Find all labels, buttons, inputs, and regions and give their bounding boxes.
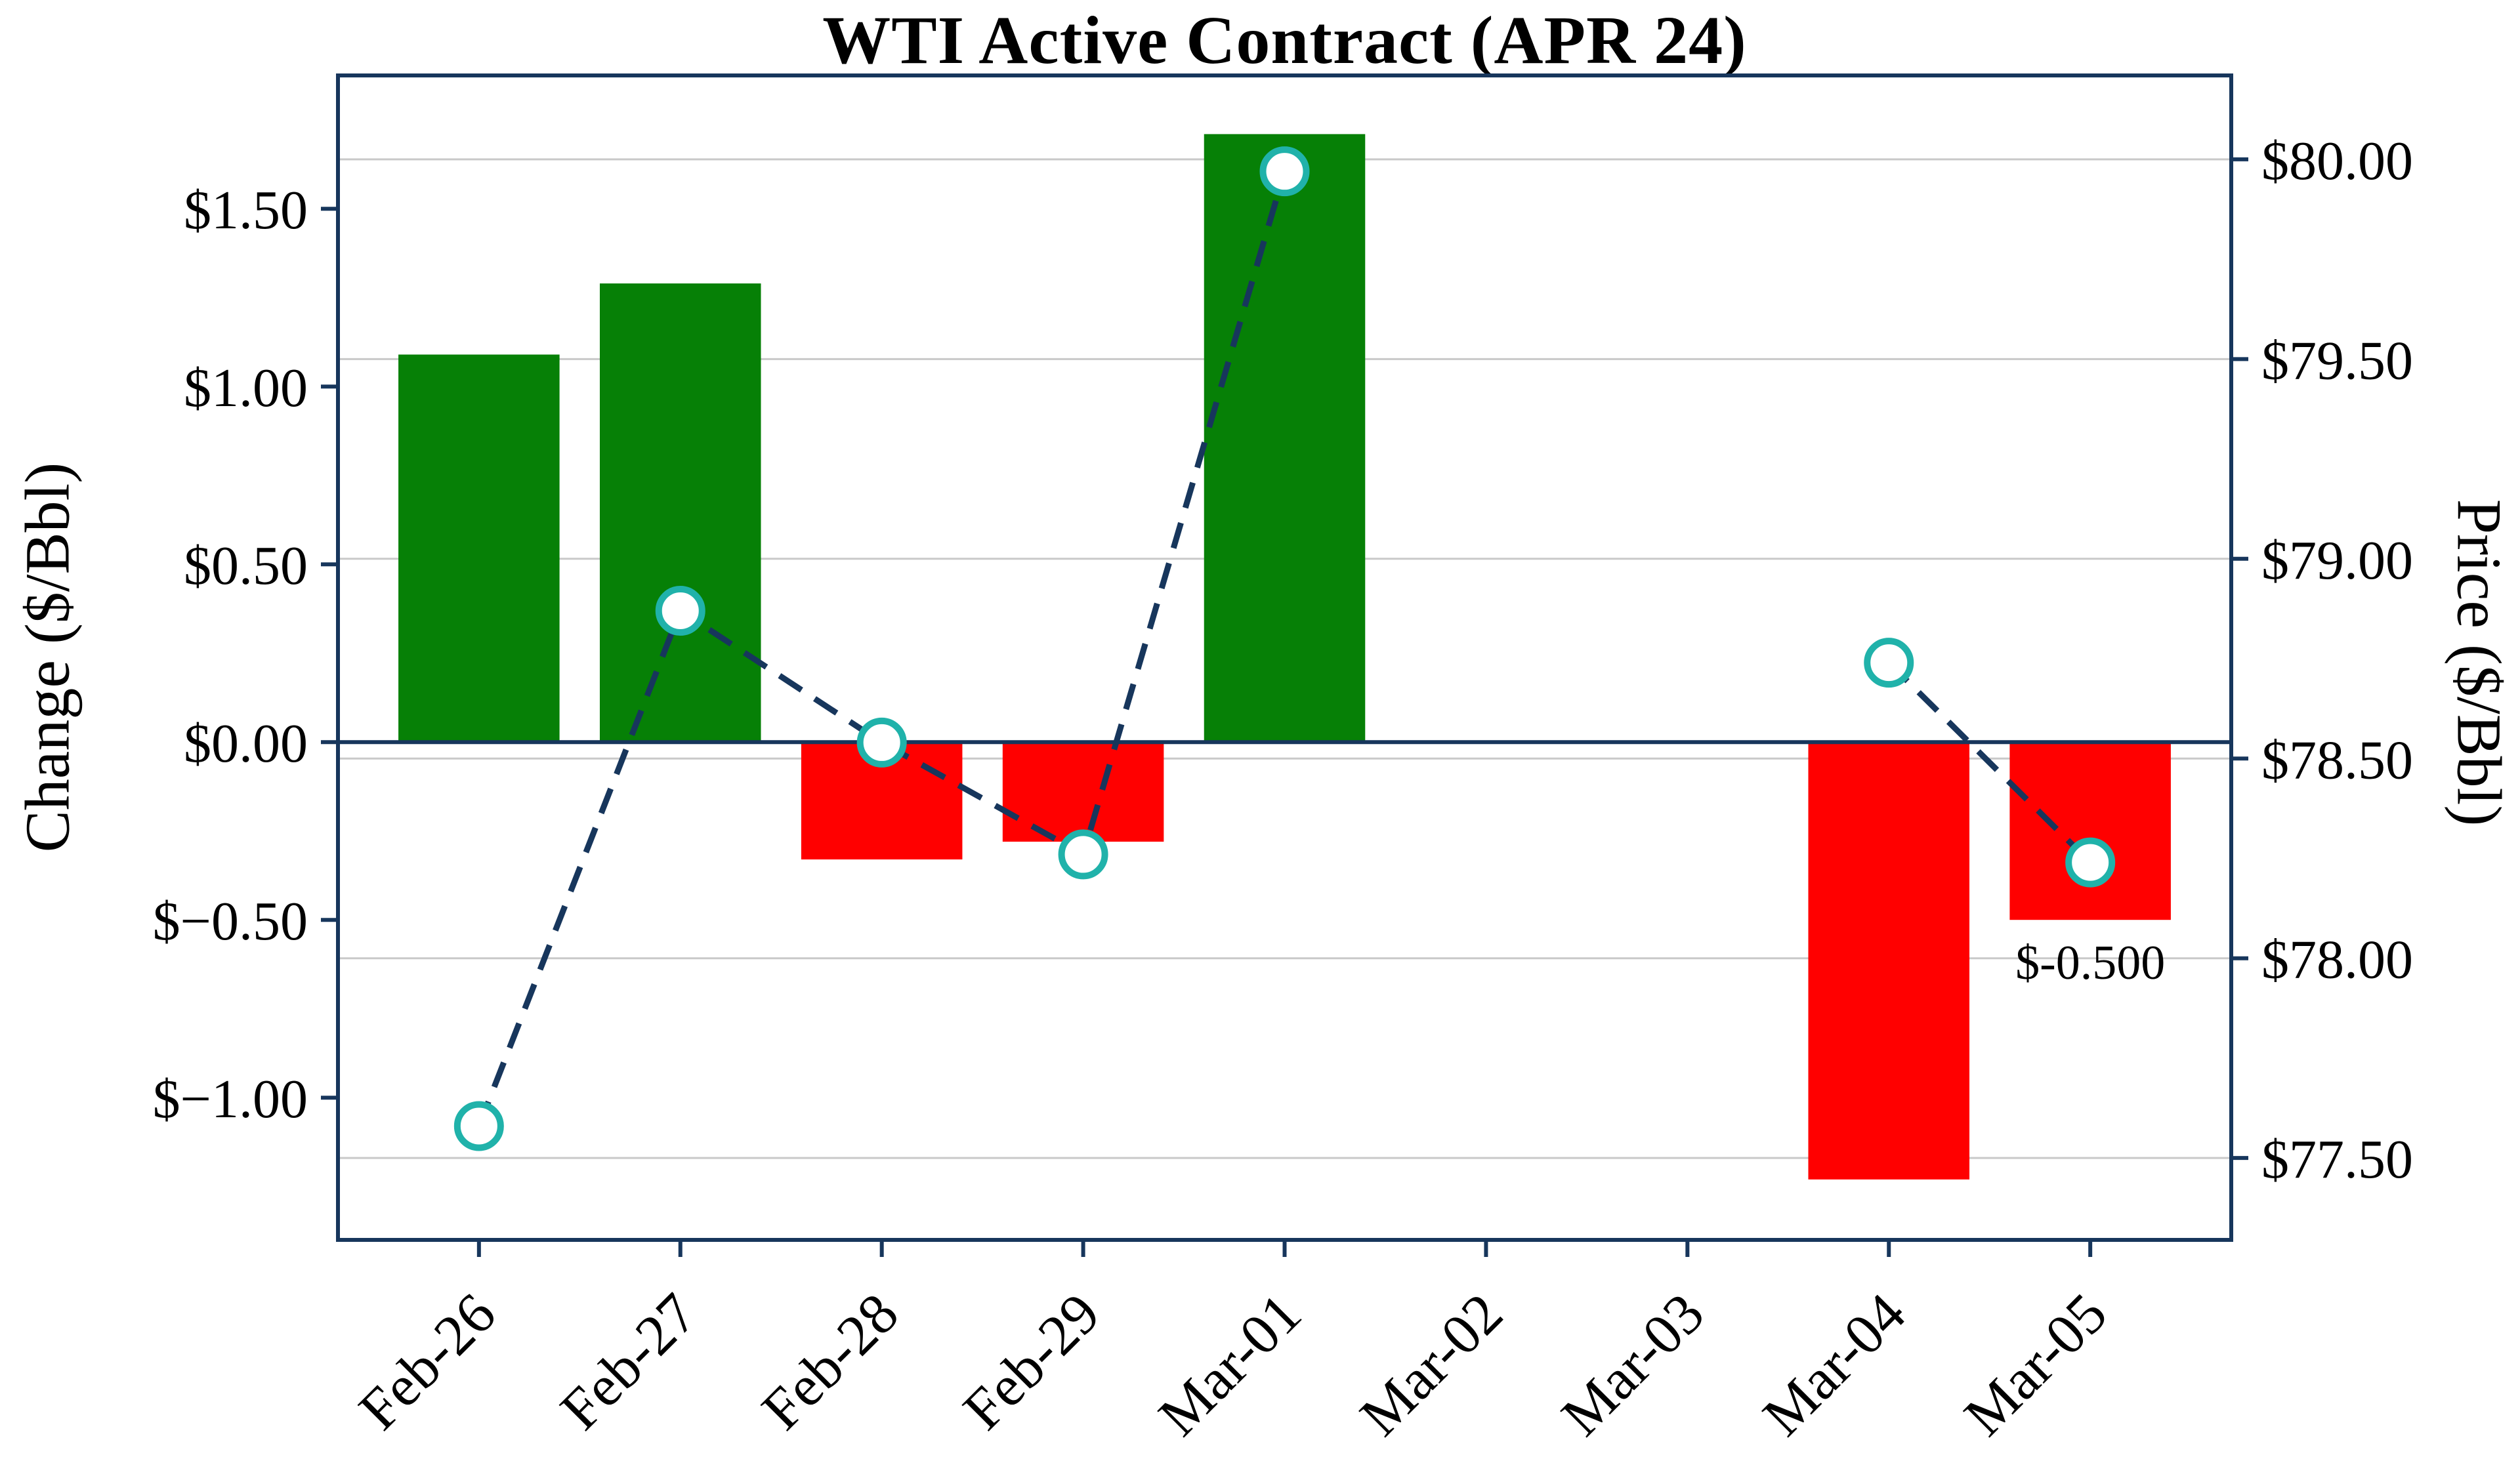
left-axis-tick-label: $−0.50 xyxy=(153,891,308,952)
price-marker-mar-01 xyxy=(1259,146,1310,197)
price-marker-feb-26 xyxy=(453,1101,504,1151)
change-bar-mar-01 xyxy=(1204,134,1366,743)
change-bar-mar-04 xyxy=(1808,742,1970,1180)
x-tick-label-mar-03: Mar-03 xyxy=(1550,1282,1717,1449)
right-axis-tick-label: $79.00 xyxy=(2261,530,2413,591)
price-line-segment xyxy=(476,170,1288,1128)
right-axis-tick-label: $78.00 xyxy=(2261,930,2413,991)
chart-title: WTI Active Contract (APR 24) xyxy=(822,3,1747,78)
change-bar-feb-29 xyxy=(1002,742,1164,842)
bar-value-annotation: $-0.500 xyxy=(2015,936,2165,990)
x-tick-label-feb-28: Feb-28 xyxy=(750,1282,911,1443)
price-marker-feb-28 xyxy=(856,717,907,768)
price-line-segment xyxy=(1887,660,2093,865)
left-axis-tick-label: $0.50 xyxy=(184,535,308,596)
right-axis-tick-label: $79.50 xyxy=(2261,330,2413,391)
left-axis-tick-label: $1.50 xyxy=(184,180,308,241)
price-marker-feb-29 xyxy=(1058,829,1108,880)
x-tick-label-mar-04: Mar-04 xyxy=(1751,1282,1918,1449)
right-axis-tick-label: $78.50 xyxy=(2261,730,2413,791)
change-bar-mar-05 xyxy=(2009,742,2171,920)
left-axis-tick-label: $1.00 xyxy=(184,358,308,419)
x-tick-label-mar-05: Mar-05 xyxy=(1952,1282,2119,1449)
change-bar-feb-26 xyxy=(398,354,560,743)
left-axis-tick-label: $−1.00 xyxy=(153,1069,308,1130)
x-tick-label-feb-29: Feb-29 xyxy=(952,1282,1112,1443)
price-marker-feb-27 xyxy=(655,585,705,636)
x-tick-label-mar-01: Mar-01 xyxy=(1147,1282,1314,1449)
x-tick-label-feb-27: Feb-27 xyxy=(549,1282,709,1443)
left-axis-tick-label: $0.00 xyxy=(184,713,308,774)
price-marker-mar-05 xyxy=(2065,837,2116,888)
right-axis-tick-label: $77.50 xyxy=(2261,1129,2413,1190)
change-bar-feb-27 xyxy=(599,283,761,743)
x-tick-label-mar-02: Mar-02 xyxy=(1349,1282,1515,1449)
right-axis-tick-label: $80.00 xyxy=(2261,131,2413,192)
price-marker-mar-04 xyxy=(1864,638,1914,688)
x-tick-label-feb-26: Feb-26 xyxy=(347,1282,508,1443)
